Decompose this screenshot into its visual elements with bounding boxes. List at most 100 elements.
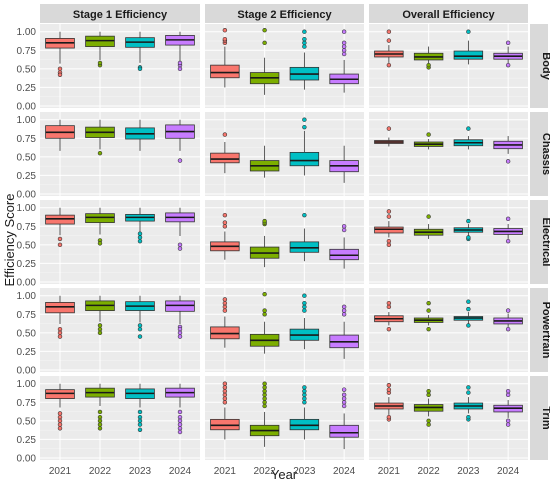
outlier-point xyxy=(262,40,267,46)
outlier-point xyxy=(262,396,267,401)
row-strip xyxy=(530,112,548,196)
outlier-point xyxy=(466,306,471,312)
outlier-point xyxy=(426,300,431,306)
panel-background xyxy=(369,288,528,372)
outlier-point xyxy=(137,427,143,432)
outlier-point xyxy=(222,300,228,306)
x-tick-label: 2023 xyxy=(293,466,316,477)
outlier-point xyxy=(302,396,307,401)
outlier-point xyxy=(262,308,267,313)
outlier-point xyxy=(137,231,143,236)
y-tick-label: 0.25 xyxy=(17,171,37,182)
x-tick-label: 2021 xyxy=(49,466,72,477)
outlier-point xyxy=(262,403,267,409)
plot-layer: Stage 1 Efficiency Stage 2 Efficiency Over… xyxy=(17,4,550,477)
outlier-point xyxy=(505,62,511,68)
outlier-point xyxy=(505,388,511,394)
y-tick-label: 0.50 xyxy=(17,416,37,427)
outlier-point xyxy=(177,426,183,431)
outlier-point xyxy=(386,209,392,214)
column-strip xyxy=(369,4,528,23)
y-tick-label: 0.25 xyxy=(17,259,37,270)
column-strip-label: Stage 2 Efficiency xyxy=(237,9,332,21)
outlier-point xyxy=(97,409,103,415)
x-tick-label: 2024 xyxy=(169,466,192,477)
panel-background xyxy=(205,376,364,460)
column-strip-label: Overall Efficiency xyxy=(402,9,495,21)
outlier-point xyxy=(137,326,143,332)
y-tick-label: 0.25 xyxy=(17,435,37,446)
outlier-point xyxy=(341,403,347,409)
row-strip xyxy=(530,24,548,108)
outlier-point xyxy=(262,28,267,33)
y-tick-label: 1.00 xyxy=(17,115,37,126)
outlier-point xyxy=(177,409,183,415)
outlier-point xyxy=(57,334,63,339)
outlier-point xyxy=(222,381,228,386)
outlier-point xyxy=(505,238,511,244)
outlier-point xyxy=(262,381,267,386)
outlier-point xyxy=(222,400,228,405)
row-strip-label: Trim xyxy=(540,406,550,429)
outlier-point xyxy=(466,126,471,131)
outlier-point xyxy=(262,218,267,224)
outlier-point xyxy=(386,387,392,392)
x-axis-title: Year xyxy=(271,467,298,482)
outlier-point xyxy=(505,418,511,424)
row-strip-label: Powertrain xyxy=(540,302,550,359)
outlier-point xyxy=(426,308,431,313)
y-tick-label: 1.00 xyxy=(17,291,37,302)
row-strip-label: Chassis xyxy=(540,133,550,175)
y-tick-label: 0.50 xyxy=(17,240,37,251)
outlier-point xyxy=(177,326,183,332)
outlier-point xyxy=(426,418,431,424)
y-tick-label: 0.00 xyxy=(17,278,37,289)
outlier-point xyxy=(426,214,431,219)
outlier-point xyxy=(466,385,471,390)
outlier-point xyxy=(262,385,267,390)
outlier-point xyxy=(222,220,228,225)
outlier-point xyxy=(341,312,347,317)
row-strip xyxy=(530,376,548,460)
box xyxy=(289,151,320,167)
y-tick-label: 0.25 xyxy=(17,347,37,358)
row-strip-label: Electrical xyxy=(540,218,550,267)
row-strip xyxy=(530,288,548,372)
outlier-point xyxy=(386,29,392,34)
x-tick-label: 2021 xyxy=(378,466,401,477)
outlier-point xyxy=(177,334,183,339)
outlier-point xyxy=(57,326,63,332)
y-tick-label: 0.00 xyxy=(17,190,37,201)
outlier-point xyxy=(97,414,103,420)
outlier-point xyxy=(177,158,183,163)
outlier-point xyxy=(426,326,431,332)
outlier-point xyxy=(57,72,63,78)
x-tick-label: 2022 xyxy=(89,466,112,477)
y-tick-label: 1.00 xyxy=(17,203,37,214)
column-strip xyxy=(205,4,364,23)
y-tick-label: 0.00 xyxy=(17,102,37,113)
outlier-point xyxy=(341,396,347,401)
outlier-point xyxy=(505,326,511,332)
outlier-point xyxy=(302,40,307,46)
outlier-point xyxy=(177,422,183,427)
outlier-point xyxy=(341,40,347,46)
outlier-point xyxy=(302,308,307,313)
x-tick-label: 2023 xyxy=(129,466,152,477)
outlier-point xyxy=(426,62,431,68)
outlier-point xyxy=(137,414,143,420)
outlier-point xyxy=(57,66,63,72)
outlier-point xyxy=(302,293,307,298)
x-tick-label: 2022 xyxy=(254,466,277,477)
outlier-point xyxy=(386,414,392,420)
outlier-point xyxy=(222,212,228,218)
y-tick-label: 0.75 xyxy=(17,310,37,321)
y-tick-label: 0.50 xyxy=(17,328,37,339)
outlier-point xyxy=(137,422,143,427)
outlier-point xyxy=(262,388,267,394)
outlier-point xyxy=(262,392,267,398)
outlier-point xyxy=(302,212,307,218)
outlier-point xyxy=(341,51,347,57)
outlier-point xyxy=(466,218,471,224)
outlier-point xyxy=(341,44,347,49)
